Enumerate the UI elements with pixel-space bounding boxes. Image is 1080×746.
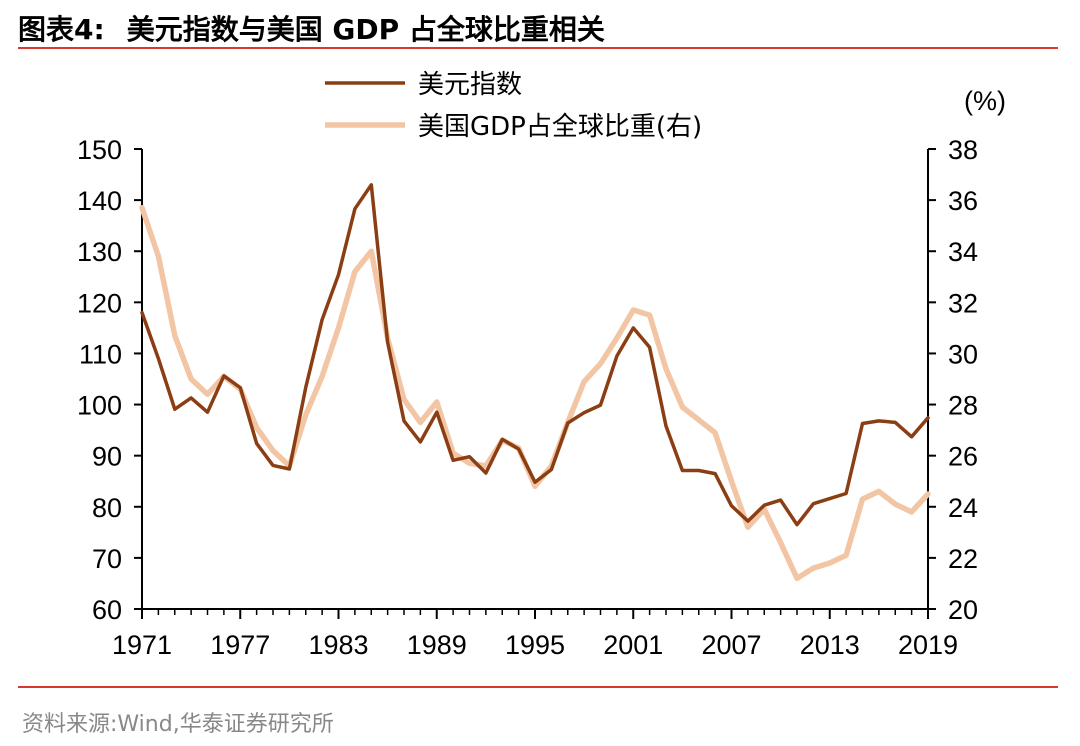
right-tick-label: 26 bbox=[948, 442, 978, 472]
x-tick-label: 1977 bbox=[210, 630, 270, 660]
right-tick-label: 24 bbox=[948, 493, 978, 523]
top-divider bbox=[18, 47, 1058, 49]
figure-title: 美元指数与美国 GDP 占全球比重相关 bbox=[126, 13, 605, 46]
left-tick-label: 60 bbox=[92, 595, 122, 625]
x-tick-label: 1989 bbox=[407, 630, 467, 660]
x-tick-label: 2007 bbox=[701, 630, 761, 660]
left-tick-label: 130 bbox=[77, 237, 122, 267]
axes: 60 70 80 90 100 110 120 130 140 150 20 22 24 26 28 30 32… bbox=[77, 86, 1006, 660]
x-tick-label: 2013 bbox=[800, 630, 860, 660]
x-tick-label: 1983 bbox=[308, 630, 368, 660]
left-tick-label: 80 bbox=[92, 493, 122, 523]
right-tick-label: 28 bbox=[948, 391, 978, 421]
left-tick-label: 150 bbox=[77, 135, 122, 165]
left-tick-label: 140 bbox=[77, 186, 122, 216]
bottom-divider bbox=[18, 686, 1058, 688]
right-axis-unit: (%) bbox=[964, 86, 1006, 116]
right-tick-label: 30 bbox=[948, 339, 978, 369]
series-line-dollar-index bbox=[140, 183, 930, 527]
legend-label: 美国GDP占全球比重(右) bbox=[418, 112, 702, 142]
figure-label: 图表4: bbox=[18, 13, 105, 46]
source-note: 资料来源:Wind,华泰证券研究所 bbox=[22, 712, 334, 737]
right-tick-label: 20 bbox=[948, 595, 978, 625]
left-tick-label: 90 bbox=[92, 442, 122, 472]
x-tick-label: 2019 bbox=[898, 630, 958, 660]
series-line-us-gdp-share bbox=[139, 205, 931, 582]
right-tick-label: 34 bbox=[948, 237, 978, 267]
x-tick-label: 1995 bbox=[505, 630, 565, 660]
figure-title-bar: 图表4: 美元指数与美国 GDP 占全球比重相关 bbox=[18, 8, 605, 48]
left-tick-label: 100 bbox=[77, 391, 122, 421]
x-tick-label: 2001 bbox=[603, 630, 663, 660]
x-tick-label: 1971 bbox=[112, 630, 172, 660]
series-lines bbox=[139, 183, 931, 582]
right-tick-label: 38 bbox=[948, 135, 978, 165]
left-tick-label: 120 bbox=[77, 288, 122, 318]
legend-label: 美元指数 bbox=[418, 70, 522, 100]
right-tick-label: 36 bbox=[948, 186, 978, 216]
right-tick-label: 32 bbox=[948, 288, 978, 318]
right-tick-label: 22 bbox=[948, 544, 978, 574]
left-tick-label: 110 bbox=[79, 339, 122, 369]
left-tick-label: 70 bbox=[92, 544, 122, 574]
